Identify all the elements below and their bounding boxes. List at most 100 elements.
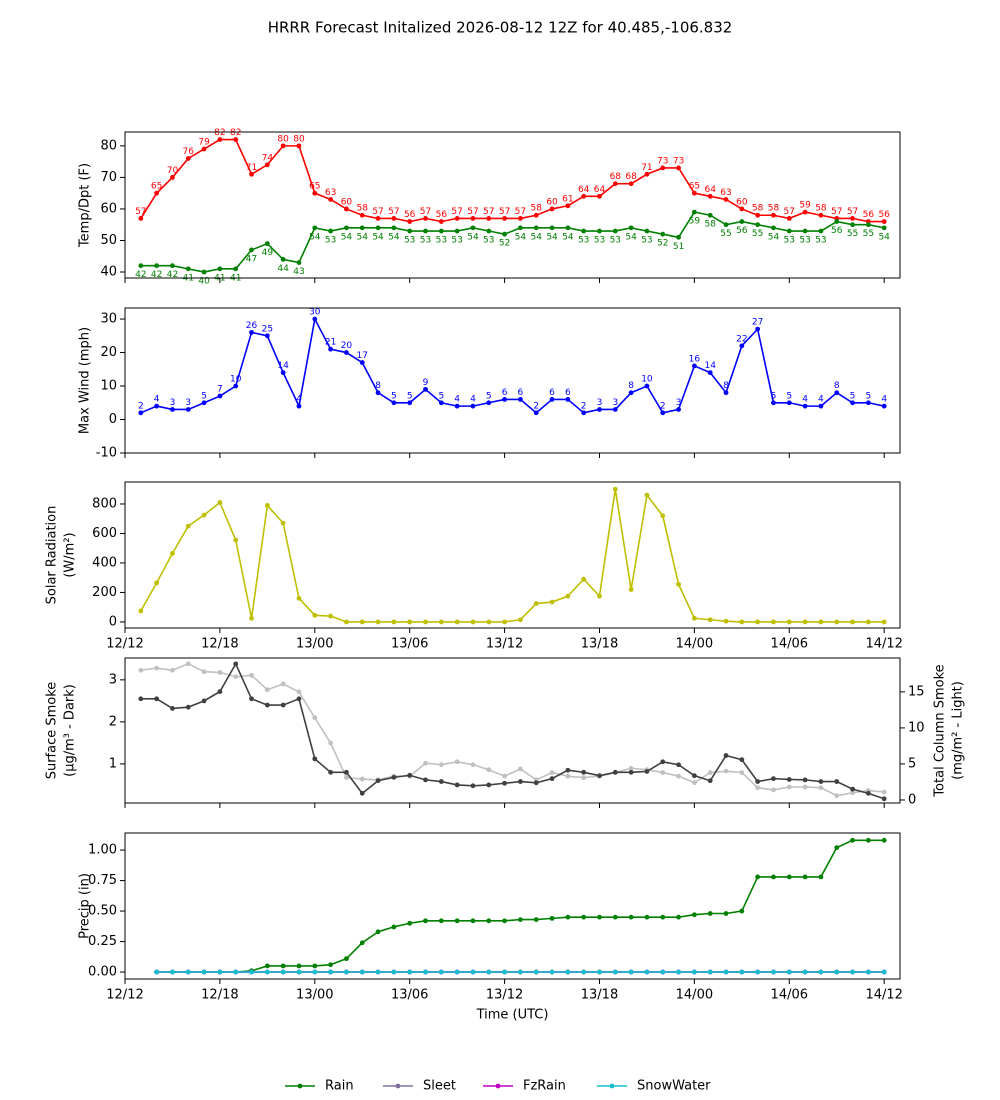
series-point <box>581 969 587 975</box>
series-point <box>264 969 270 975</box>
series-point <box>881 969 887 975</box>
series-point <box>691 780 697 786</box>
data-label: 4 <box>454 395 460 405</box>
x-tick-label: 14/12 <box>865 637 902 652</box>
legend-label: Sleet <box>423 1079 456 1094</box>
series-point <box>850 790 855 796</box>
data-label: 25 <box>262 324 273 334</box>
series-point <box>723 390 729 396</box>
series-point <box>454 216 460 221</box>
data-label: 54 <box>357 232 369 242</box>
series-point <box>802 228 808 234</box>
data-label: 58 <box>357 204 369 214</box>
series-point <box>407 920 413 926</box>
x-tick-label: 13/06 <box>391 637 428 652</box>
data-label: 63 <box>325 188 336 198</box>
series-point <box>486 216 492 221</box>
series-point <box>549 770 555 775</box>
data-label: 5 <box>786 391 792 401</box>
series-point <box>771 874 776 880</box>
series-point <box>565 593 571 599</box>
series-point <box>660 914 666 920</box>
series-point <box>375 216 381 221</box>
y-axis-label: Surface Smoke <box>45 682 60 780</box>
series-point <box>233 661 239 667</box>
series-point <box>454 403 460 409</box>
series-point <box>818 969 824 975</box>
series-point <box>296 260 302 265</box>
series-point <box>581 769 587 775</box>
series-point <box>344 769 349 775</box>
y-tick-label: 600 <box>92 526 117 541</box>
y-tick-label: 80 <box>100 138 117 153</box>
series-point <box>312 190 318 196</box>
series-point <box>344 956 349 962</box>
data-label: 2 <box>533 401 539 411</box>
y-tick-label: 0 <box>109 412 117 427</box>
data-label: 9 <box>423 378 429 388</box>
series-point <box>581 193 587 199</box>
series-point <box>771 787 776 793</box>
series-point <box>502 231 507 237</box>
y-tick-label: 0.00 <box>88 965 117 980</box>
series-point <box>676 407 681 412</box>
series-point <box>565 969 571 975</box>
series-point <box>691 912 697 918</box>
data-label: 57 <box>135 207 146 217</box>
series-point <box>312 756 318 762</box>
series-point <box>185 523 191 529</box>
series-point <box>597 593 602 599</box>
data-label: 5 <box>407 391 413 401</box>
series-point <box>407 772 413 778</box>
legend-marker <box>297 1083 303 1089</box>
y-tick-label: 50 <box>100 233 117 248</box>
series-point <box>502 969 507 975</box>
series-point <box>423 216 428 221</box>
data-label: 54 <box>388 232 400 242</box>
series-point <box>549 776 555 782</box>
series-point <box>438 918 444 924</box>
series-point <box>818 619 824 625</box>
data-label: 53 <box>641 236 652 246</box>
series-point <box>423 760 428 766</box>
series-point <box>518 617 523 623</box>
data-label: 2 <box>660 401 666 411</box>
series-point <box>201 969 207 975</box>
series-point <box>723 969 729 975</box>
series-point <box>565 773 571 779</box>
data-label: 7 <box>217 385 223 395</box>
series-point <box>249 247 254 253</box>
series-point <box>676 581 681 587</box>
x-tick-label: 14/06 <box>771 637 808 652</box>
y-tick-label: 70 <box>100 170 117 185</box>
series-point <box>786 874 792 880</box>
series-point <box>533 410 539 416</box>
series-point <box>407 969 413 975</box>
data-label: 71 <box>246 163 257 173</box>
series-point <box>660 969 666 975</box>
series-point <box>375 390 381 396</box>
series-point <box>818 403 824 409</box>
y2-tick-label: 10 <box>908 720 925 735</box>
series-point <box>581 228 587 234</box>
data-label: 6 <box>565 388 571 398</box>
series-point <box>707 193 713 199</box>
series-point <box>233 969 239 975</box>
series-point <box>296 696 302 702</box>
series-point <box>296 143 302 149</box>
series-point <box>518 779 523 784</box>
legend-label: Rain <box>325 1079 354 1094</box>
y-tick-label: 60 <box>100 201 117 216</box>
series-point <box>391 619 397 625</box>
series-point <box>644 228 650 234</box>
series-point <box>755 779 761 784</box>
series-point <box>771 400 776 406</box>
series-point <box>739 757 745 763</box>
series-point <box>312 963 318 969</box>
series-point <box>328 613 334 619</box>
series-point <box>533 780 539 786</box>
series-point <box>249 330 254 335</box>
series-point <box>423 228 428 234</box>
series-point <box>233 383 239 389</box>
series-point <box>739 619 745 625</box>
